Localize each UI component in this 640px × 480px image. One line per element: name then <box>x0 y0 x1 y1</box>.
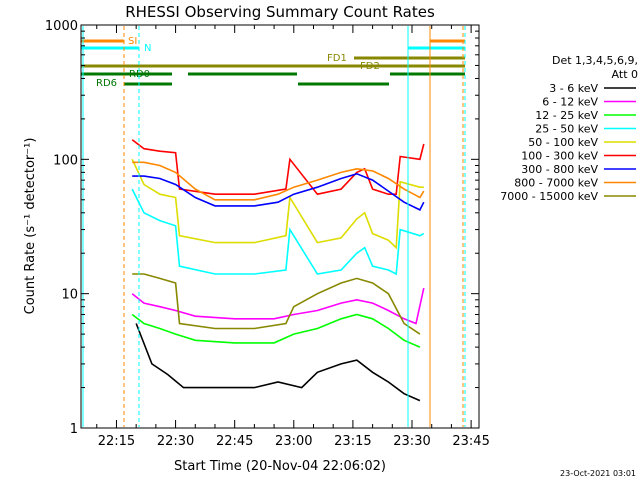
annotation-label-5: FD2 <box>360 61 380 72</box>
annotation-label-2: RD0 <box>129 69 150 80</box>
y-axis-label: Count Rate (s⁻¹ detector⁻¹) <box>23 138 38 315</box>
legend-label-4: 50 - 100 keV <box>528 136 598 149</box>
series-line-6 <box>132 172 425 211</box>
annotation-label-0: SI <box>128 36 137 47</box>
series-line-3 <box>131 188 425 276</box>
series-line-7 <box>132 161 425 201</box>
legend-label-0: 3 - 6 keV <box>549 82 598 95</box>
legend-header-1: Det 1,3,4,5,6,9, <box>552 54 638 67</box>
series-line-5 <box>131 139 425 196</box>
y-tick-label-1: 10 <box>61 288 78 303</box>
legend-label-2: 12 - 25 keV <box>535 109 598 122</box>
x-tick-label-6: 23:45 <box>452 434 489 449</box>
series-line-4 <box>131 158 424 250</box>
x-tick-label-3: 23:00 <box>275 434 312 449</box>
annotation-label-3: RD6 <box>96 78 117 89</box>
annotation-label-4: FD1 <box>327 53 347 64</box>
footer-timestamp: 23-Oct-2021 03:01 <box>560 469 636 478</box>
series-layer <box>131 139 425 402</box>
series-line-0 <box>135 323 421 402</box>
y-tick-label-3: 1000 <box>45 19 78 34</box>
legend-label-6: 300 - 800 keV <box>521 163 598 176</box>
y-tick-label-2: 100 <box>53 153 78 168</box>
x-tick-label-1: 22:30 <box>157 434 194 449</box>
y-tick-label-0: 1 <box>70 422 78 437</box>
legend-label-7: 800 - 7000 keV <box>514 177 598 190</box>
x-tick-label-5: 23:30 <box>393 434 430 449</box>
series-line-8 <box>132 273 421 335</box>
tick-layer: 22:15 22:30 22:45 23:00 23:15 23:30 23:45 1 10 10… <box>45 19 490 449</box>
plot-frame <box>80 24 480 429</box>
x-tick-label-2: 22:45 <box>216 434 253 449</box>
x-tick-label-4: 23:15 <box>334 434 371 449</box>
legend-label-8: 7000 - 15000 keV <box>500 190 598 203</box>
legend-label-3: 25 - 50 keV <box>535 123 598 136</box>
x-axis-label: Start Time (20-Nov-04 22:06:02) <box>174 459 386 474</box>
annotation-layer: SI N RD0 RD6 FD1 FD2 <box>81 26 466 427</box>
series-line-2 <box>131 313 421 348</box>
annotation-label-1: N <box>144 43 151 54</box>
legend-label-1: 6 - 12 keV <box>542 96 598 109</box>
series-line-1 <box>131 287 425 325</box>
x-tick-label-0: 22:15 <box>98 434 135 449</box>
legend-label-5: 100 - 300 keV <box>521 150 598 163</box>
chart-title: RHESSI Observing Summary Count Rates <box>125 3 435 21</box>
legend-header-2: Att 0 <box>612 68 638 81</box>
